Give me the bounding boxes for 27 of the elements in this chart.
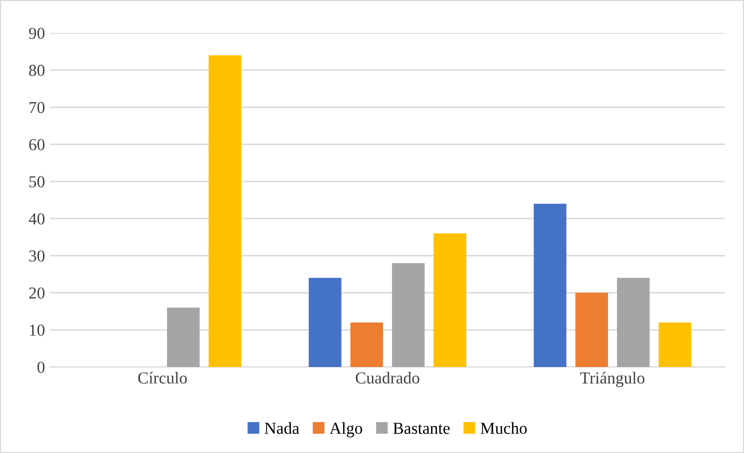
bar <box>167 308 200 367</box>
bar <box>658 322 692 367</box>
legend-label: Nada <box>264 422 300 434</box>
bar <box>308 278 342 367</box>
bar <box>434 233 466 367</box>
y-tick-label: 20 <box>29 287 45 299</box>
bar <box>392 263 425 367</box>
y-tick-label: 30 <box>29 250 45 262</box>
legend-label: Algo <box>330 422 362 438</box>
y-tick-label: 40 <box>28 213 45 224</box>
bar <box>534 204 566 367</box>
bar <box>208 55 242 367</box>
legend-label: Bastante <box>393 422 450 434</box>
y-tick-label: 70 <box>30 102 45 114</box>
bar <box>350 322 383 367</box>
bar <box>575 292 608 367</box>
y-tick-label: 0 <box>37 362 45 373</box>
y-tick-label: 10 <box>30 324 45 336</box>
y-tick-label: 80 <box>29 64 45 76</box>
x-tick-label: Círculo <box>138 372 187 384</box>
y-tick-label: 60 <box>29 139 45 150</box>
y-tick-label: 90 <box>29 28 45 39</box>
x-tick-label: Cuadrado <box>356 372 420 384</box>
legend-label: Mucho <box>480 422 527 434</box>
y-tick-label: 50 <box>29 176 45 188</box>
bar <box>617 278 650 367</box>
x-tick-label: Triángulo <box>580 372 644 388</box>
